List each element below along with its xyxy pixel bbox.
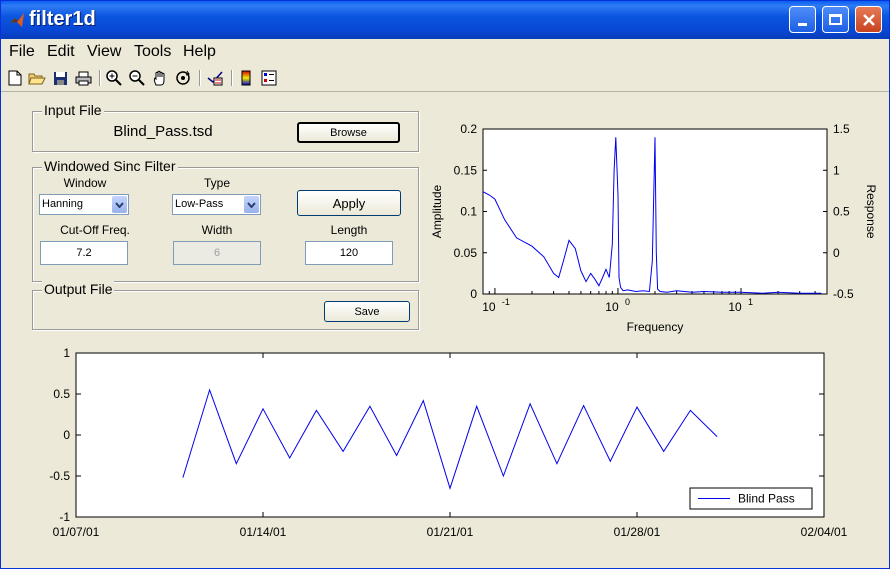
x-tick-label: 10 (605, 300, 619, 314)
filter-panel-title: Windowed Sinc Filter (42, 158, 178, 174)
toolbar-separator (199, 70, 201, 86)
x-tick-label: 01/07/01 (53, 525, 100, 539)
output-file-title: Output File (42, 281, 115, 297)
y2-tick-label: 1.5 (833, 122, 850, 136)
maximize-button[interactable] (822, 6, 849, 33)
x-tick-label: 02/04/01 (801, 525, 848, 539)
close-button[interactable] (855, 6, 882, 33)
insert-legend-icon[interactable] (206, 69, 224, 87)
blind-pass-series-line (182, 388, 718, 490)
x-tick-label-exponent: 1 (748, 297, 753, 307)
save-icon[interactable] (51, 69, 69, 87)
length-label: Length (330, 223, 368, 237)
minimize-icon (798, 23, 807, 26)
toolbar-separator (99, 70, 101, 86)
time-series-chart[interactable]: -1 -0.5 0 0.5 1 01/07/01 01/14/01 01/21/01 01/28… (41, 344, 861, 554)
menu-tools[interactable]: Tools (134, 43, 172, 60)
colorbar-icon[interactable] (237, 69, 255, 87)
window-select-value: Hanning (42, 198, 83, 210)
y-tick-label: 0.5 (53, 387, 70, 401)
width-input: 6 (173, 241, 261, 265)
cutoff-label: Cut-Off Freq. (60, 223, 130, 237)
y-tick-label: -0.5 (49, 469, 70, 483)
frequency-chart[interactable]: 0 0.05 0.1 0.15 0.2 -0.5 0 0.5 1 1.5 10 -1 10 0 10 1 Fre… (421, 117, 881, 342)
maximize-icon (829, 14, 842, 25)
y-tick-label: 0.15 (454, 163, 478, 177)
output-file-panel (32, 290, 419, 330)
y2-axis-label: Response (864, 184, 878, 238)
cutoff-input[interactable]: 7.2 (40, 241, 128, 265)
rotate-3d-icon[interactable] (174, 69, 192, 87)
save-button[interactable]: Save (324, 301, 410, 322)
legend-box (689, 487, 813, 510)
filter-panel (32, 167, 419, 282)
width-label: Width (201, 223, 233, 237)
y2-tick-label: 0 (833, 246, 840, 260)
window-title: filter1d (29, 8, 96, 30)
matlab-logo-icon (10, 13, 24, 27)
chevron-down-icon[interactable] (244, 196, 259, 213)
x-tick-label: 01/21/01 (427, 525, 474, 539)
apply-button[interactable]: Apply (297, 190, 401, 216)
minimize-button[interactable] (789, 6, 816, 33)
pan-hand-icon[interactable] (151, 69, 169, 87)
y-tick-label: 0 (63, 428, 70, 442)
y-tick-label: 0 (470, 287, 477, 301)
menu-edit[interactable]: Edit (47, 43, 75, 60)
y2-tick-label: 1 (833, 163, 840, 177)
window-label: Window (63, 176, 107, 190)
menu-view[interactable]: View (87, 43, 122, 60)
x-tick-label-exponent: 0 (625, 297, 630, 307)
print-icon[interactable] (74, 69, 92, 87)
new-file-icon[interactable] (6, 69, 24, 87)
title-bar[interactable]: filter1d (1, 1, 889, 39)
y-tick-label: 0.1 (460, 205, 477, 219)
x-tick-label: 01/28/01 (614, 525, 661, 539)
figure-area: Input File Blind_Pass.tsd Browse Windowe… (1, 92, 889, 568)
window-select[interactable]: Hanning (39, 194, 129, 215)
x-tick-label: 10 (482, 300, 496, 314)
menu-file[interactable]: File (9, 43, 35, 60)
open-folder-icon[interactable] (28, 69, 46, 87)
type-label: Type (203, 176, 230, 190)
legend-label: Blind Pass (738, 492, 795, 506)
zoom-in-icon[interactable] (105, 69, 123, 87)
x-tick-label: 10 (728, 300, 742, 314)
y-tick-label: 0.2 (460, 122, 477, 136)
x-tick-label: 01/14/01 (240, 525, 287, 539)
input-file-title: Input File (42, 102, 104, 118)
menu-help[interactable]: Help (183, 43, 216, 60)
y-tick-label: 0.05 (454, 246, 478, 260)
y-tick-label: 1 (63, 346, 70, 360)
chevron-down-icon[interactable] (112, 196, 127, 213)
input-filename: Blind_Pass.tsd (113, 123, 213, 140)
y-tick-label: -1 (59, 510, 70, 524)
x-axis-label: Frequency (627, 320, 684, 334)
length-input[interactable]: 120 (305, 241, 393, 265)
legend-icon[interactable] (260, 69, 278, 87)
zoom-out-icon[interactable] (128, 69, 146, 87)
type-select[interactable]: Low-Pass (172, 194, 261, 215)
y2-tick-label: 0.5 (833, 205, 850, 219)
y-axis-label: Amplitude (430, 185, 444, 239)
y2-tick-label: -0.5 (833, 287, 854, 301)
input-file-panel (32, 111, 419, 152)
x-tick-label-exponent: -1 (502, 297, 510, 307)
type-select-value: Low-Pass (175, 198, 224, 210)
amplitude-series-line (482, 137, 822, 294)
toolbar-separator (231, 70, 233, 86)
close-icon (862, 13, 875, 26)
browse-button[interactable]: Browse (297, 122, 400, 143)
toolbar (1, 65, 889, 92)
menu-bar: File Edit View Tools Help (1, 39, 889, 65)
